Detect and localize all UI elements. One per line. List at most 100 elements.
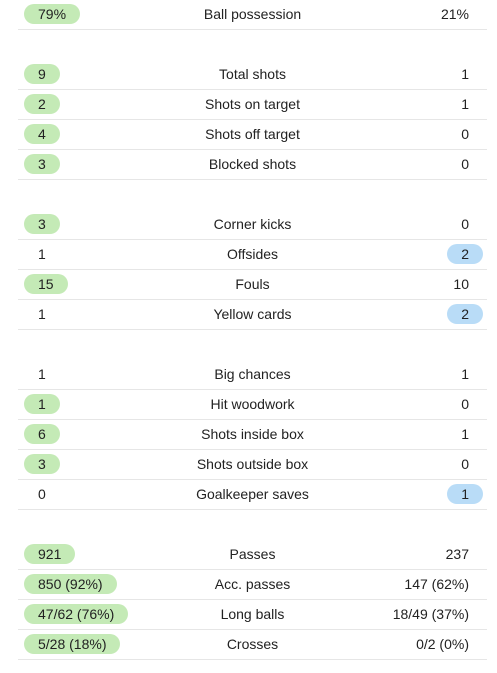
stat-row: 6 Shots inside box 1 (18, 420, 487, 450)
stat-row: 79% Ball possession 21% (18, 0, 487, 30)
home-value: 9 (24, 64, 60, 84)
away-value-cell: 1 (447, 420, 483, 449)
home-value-cell: 9 (24, 60, 60, 89)
stat-label: Corner kicks (213, 216, 292, 232)
away-value: 1 (461, 366, 469, 382)
home-value: 1 (38, 246, 46, 262)
stat-label: Big chances (214, 366, 291, 382)
away-value-cell: 0 (447, 150, 483, 179)
home-value-cell: 2 (24, 90, 60, 119)
stat-row: 4 Shots off target 0 (18, 120, 487, 150)
home-value-cell: 850 (92%) (24, 570, 117, 599)
stat-row: 47/62 (76%) Long balls 18/49 (37%) (18, 600, 487, 630)
stat-label: Shots outside box (196, 456, 309, 472)
away-value: 0/2 (0%) (416, 636, 469, 652)
home-value: 0 (38, 486, 46, 502)
away-value-cell: 0 (447, 390, 483, 419)
away-value: 0 (461, 456, 469, 472)
away-value: 2 (447, 244, 483, 264)
away-value: 0 (461, 396, 469, 412)
home-value-cell: 15 (24, 270, 68, 299)
away-value-cell: 0 (447, 210, 483, 239)
stat-row: 0 Goalkeeper saves 1 (18, 480, 487, 510)
stat-label: Shots inside box (201, 426, 304, 442)
home-value-cell: 1 (24, 300, 60, 329)
away-value: 147 (62%) (404, 576, 469, 592)
home-value: 15 (24, 274, 68, 294)
away-value-cell: 1 (447, 90, 483, 119)
away-value-cell: 1 (447, 480, 483, 509)
away-value: 237 (445, 546, 469, 562)
home-value-cell: 1 (24, 240, 60, 269)
away-value-cell: 0 (447, 120, 483, 149)
stat-label: Hit woodwork (210, 396, 295, 412)
away-value-cell: 147 (62%) (390, 570, 483, 599)
stat-row: 3 Shots outside box 0 (18, 450, 487, 480)
home-value: 1 (38, 306, 46, 322)
home-value-cell: 4 (24, 120, 60, 149)
home-value-cell: 1 (24, 390, 60, 419)
stat-row: 1 Big chances 1 (18, 360, 487, 390)
home-value: 47/62 (76%) (24, 604, 129, 624)
home-value-cell: 1 (24, 360, 60, 389)
away-value: 1 (461, 426, 469, 442)
stat-label: Offsides (226, 246, 279, 262)
away-value: 1 (461, 96, 469, 112)
away-value-cell: 1 (447, 60, 483, 89)
home-value-cell: 0 (24, 480, 60, 509)
stat-row: 850 (92%) Acc. passes 147 (62%) (18, 570, 487, 600)
away-value-cell: 0 (447, 450, 483, 479)
away-value-cell: 21% (427, 0, 483, 29)
home-value: 921 (24, 544, 76, 564)
home-value: 1 (38, 366, 46, 382)
home-value: 79% (24, 4, 81, 24)
stat-label: Passes (229, 546, 276, 562)
stat-group: 79% Ball possession 21% (0, 0, 497, 30)
home-value-cell: 6 (24, 420, 60, 449)
stat-row: 921 Passes 237 (18, 540, 487, 570)
stat-label: Fouls (235, 276, 270, 292)
stat-row: 1 Offsides 2 (18, 240, 487, 270)
away-value-cell: 10 (439, 270, 483, 299)
stat-row: 15 Fouls 10 (18, 270, 487, 300)
home-value-cell: 3 (24, 450, 60, 479)
home-value: 1 (24, 394, 60, 414)
stat-label: Shots on target (205, 96, 300, 112)
home-value: 3 (24, 154, 60, 174)
home-value-cell: 3 (24, 150, 60, 179)
stat-row: 3 Corner kicks 0 (18, 210, 487, 240)
stat-group: 1 Big chances 1 1 Hit woodwork 0 6 Shots inside… (0, 360, 497, 510)
home-value-cell: 5/28 (18%) (24, 630, 121, 659)
home-value: 3 (24, 214, 60, 234)
away-value-cell: 2 (447, 240, 483, 269)
home-value: 3 (24, 454, 60, 474)
stat-label: Blocked shots (208, 156, 297, 172)
away-value: 18/49 (37%) (392, 606, 469, 622)
home-value: 5/28 (18%) (24, 634, 121, 654)
away-value-cell: 1 (447, 360, 483, 389)
stat-label: Goalkeeper saves (196, 486, 309, 502)
stat-group: 921 Passes 237 850 (92%) Acc. passes 147 (62%… (0, 540, 497, 660)
stat-group: 3 Corner kicks 0 1 Offsides 2 15 Fouls 10 1 Yellow… (0, 210, 497, 330)
stat-label: Total shots (219, 66, 286, 82)
stat-row: 5/28 (18%) Crosses 0/2 (0%) (18, 630, 487, 660)
home-value: 850 (92%) (24, 574, 117, 594)
away-value: 2 (447, 304, 483, 324)
stat-row: 3 Blocked shots 0 (18, 150, 487, 180)
away-value-cell: 2 (447, 300, 483, 329)
stat-group: 9 Total shots 1 2 Shots on target 1 4 Shots off… (0, 60, 497, 180)
stat-row: 9 Total shots 1 (18, 60, 487, 90)
home-value-cell: 3 (24, 210, 60, 239)
away-value-cell: 18/49 (37%) (379, 600, 483, 629)
home-value-cell: 79% (24, 0, 81, 29)
away-value: 1 (461, 66, 469, 82)
away-value: 21% (440, 6, 469, 22)
home-value-cell: 921 (24, 540, 76, 569)
home-value: 6 (24, 424, 60, 444)
home-value: 2 (24, 94, 60, 114)
stat-label: Yellow cards (213, 306, 292, 322)
away-value: 0 (461, 126, 469, 142)
stat-label: Shots off target (205, 126, 300, 142)
home-value-cell: 47/62 (76%) (24, 600, 129, 629)
